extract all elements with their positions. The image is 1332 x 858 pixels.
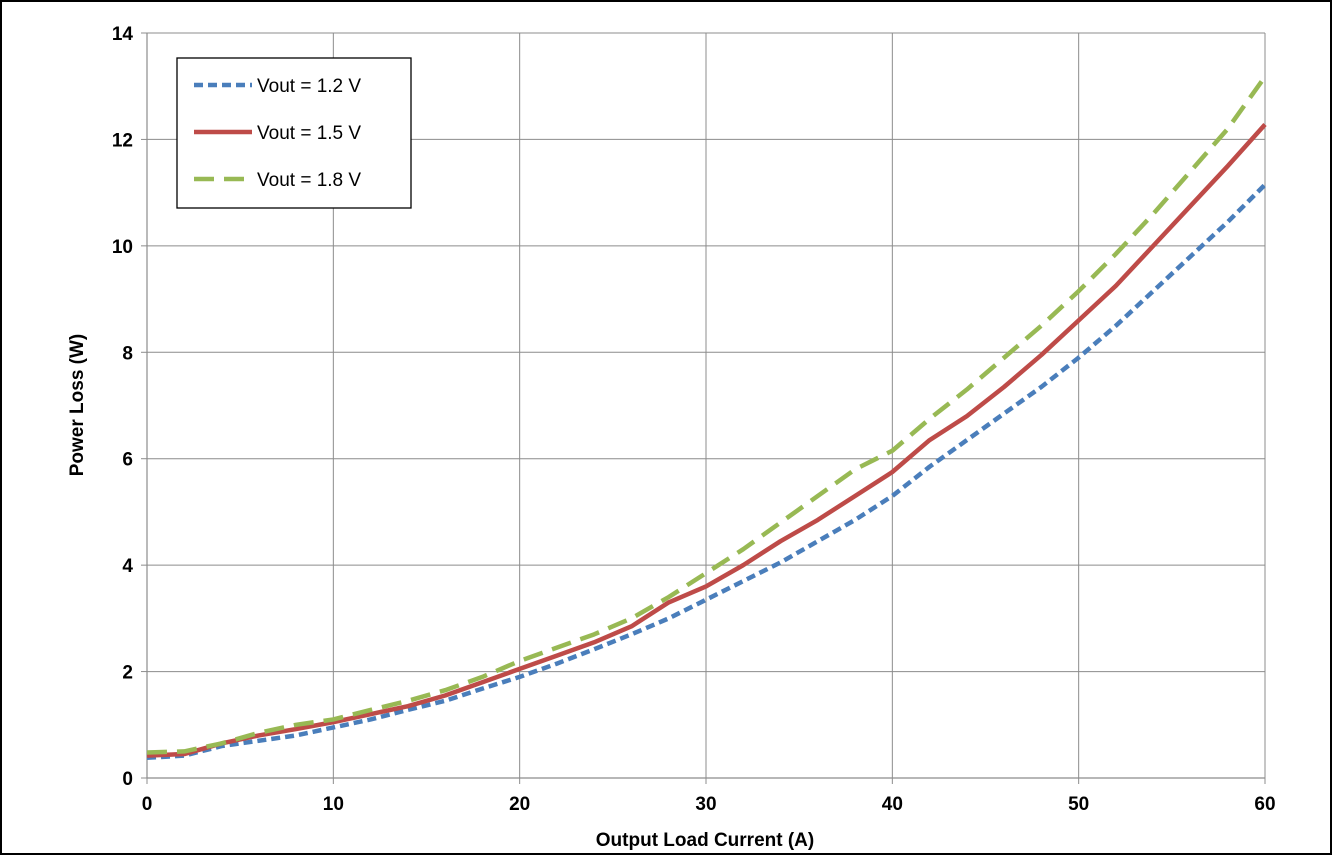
series-layer bbox=[146, 75, 1267, 761]
legend: Vout = 1.2 V Vout = 1.5 V Vout = 1.8 V bbox=[176, 57, 412, 209]
y-tick-label: 12 bbox=[112, 130, 133, 151]
series-line-3 bbox=[146, 75, 1267, 755]
y-tick-label: 0 bbox=[122, 769, 133, 790]
x-tick-label: 30 bbox=[695, 794, 716, 815]
y-tick-label: 4 bbox=[122, 556, 133, 577]
legend-label-2: Vout = 1.5 V bbox=[257, 123, 361, 144]
y-axis-title: Power Loss (W) bbox=[67, 334, 88, 477]
y-tick-label: 14 bbox=[112, 24, 134, 45]
series-line-2 bbox=[146, 123, 1267, 758]
x-tick-label: 20 bbox=[509, 794, 530, 815]
legend-label-3: Vout = 1.8 V bbox=[257, 170, 361, 191]
y-tick-label: 6 bbox=[122, 450, 133, 471]
x-tick-label: 0 bbox=[142, 794, 153, 815]
x-tick-label: 60 bbox=[1254, 794, 1275, 815]
legend-label-1: Vout = 1.2 V bbox=[257, 76, 361, 97]
axes-layer bbox=[141, 32, 1266, 784]
y-tick-label: 8 bbox=[122, 343, 133, 364]
tick-label-layer: 0 2 4 6 8 10 12 14 0 10 20 30 40 50 60 bbox=[112, 24, 1276, 815]
y-tick-label: 10 bbox=[112, 237, 133, 258]
y-tick-label: 2 bbox=[122, 663, 133, 684]
x-tick-label: 40 bbox=[882, 794, 903, 815]
x-axis-title: Output Load Current (A) bbox=[596, 830, 814, 851]
series-line-1 bbox=[146, 183, 1267, 761]
x-tick-label: 10 bbox=[323, 794, 344, 815]
grid-layer bbox=[146, 32, 1266, 779]
x-tick-label: 50 bbox=[1068, 794, 1089, 815]
